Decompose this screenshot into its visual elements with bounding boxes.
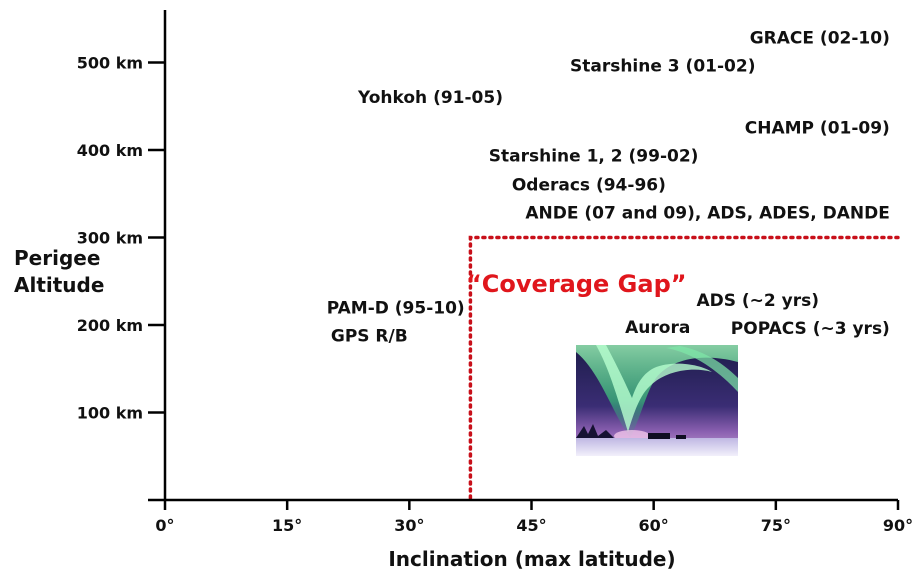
y-tick-label: 400 km: [77, 141, 143, 160]
x-ticks: 0° 15° 30° 45° 60° 75° 90°: [155, 500, 913, 535]
coverage-gap-annotation: “Coverage Gap”: [466, 270, 687, 298]
axes: 0° 15° 30° 45° 60° 75° 90° 100 km 200 km 300 km 4…: [77, 10, 913, 535]
coverage-gap-boundary: [468, 235, 900, 500]
y-ticks: 100 km 200 km 300 km 400 km 500 km: [77, 54, 165, 502]
satellite-label: CHAMP (01-09): [745, 118, 890, 138]
y-tick-label: 500 km: [77, 54, 143, 73]
satellite-label: GRACE (02-10): [750, 28, 890, 48]
y-axis-title-line2: Altitude: [14, 273, 104, 297]
satellite-labels: GRACE (02-10) Starshine 3 (01-02) Yohkoh (…: [327, 28, 890, 346]
x-tick-label: 15°: [272, 516, 302, 535]
aurora-band-right: [666, 346, 738, 392]
y-tick-label: 200 km: [77, 316, 143, 335]
x-tick-label: 30°: [394, 516, 424, 535]
satellite-label: Starshine 3 (01-02): [570, 56, 755, 76]
satellite-label: PAM-D (95-10): [327, 299, 465, 319]
x-tick-label: 60°: [639, 516, 669, 535]
silhouette-cabin: [676, 435, 686, 439]
coverage-gap-line: [468, 235, 900, 500]
y-tick-label: 300 km: [77, 229, 143, 248]
x-axis-title: Inclination (max latitude): [388, 547, 675, 571]
silhouette-buildings: [648, 433, 670, 439]
tree-line: [576, 424, 614, 438]
aurora-photo: [576, 345, 738, 456]
aurora-band-bright: [596, 345, 712, 432]
satellite-label: GPS R/B: [331, 327, 408, 347]
satellite-label: Starshine 1, 2 (99-02): [489, 146, 699, 166]
satellite-label: ADS (~2 yrs): [696, 291, 819, 311]
snow-ground: [576, 438, 738, 456]
x-tick-label: 90°: [883, 516, 913, 535]
x-tick-label: 75°: [761, 516, 791, 535]
y-axis-title-line1: Perigee: [14, 246, 100, 270]
satellite-label: Aurora: [625, 318, 690, 338]
satellite-label: POPACS (~3 yrs): [731, 319, 890, 339]
satellite-label: ANDE (07 and 09), ADS, ADES, DANDE: [525, 203, 889, 223]
x-tick-label: 0°: [155, 516, 174, 535]
x-tick-label: 45°: [516, 516, 546, 535]
y-tick-label: 100 km: [77, 404, 143, 423]
satellite-label: Yohkoh (91-05): [357, 88, 503, 108]
satellite-label: Oderacs (94-96): [512, 175, 666, 195]
